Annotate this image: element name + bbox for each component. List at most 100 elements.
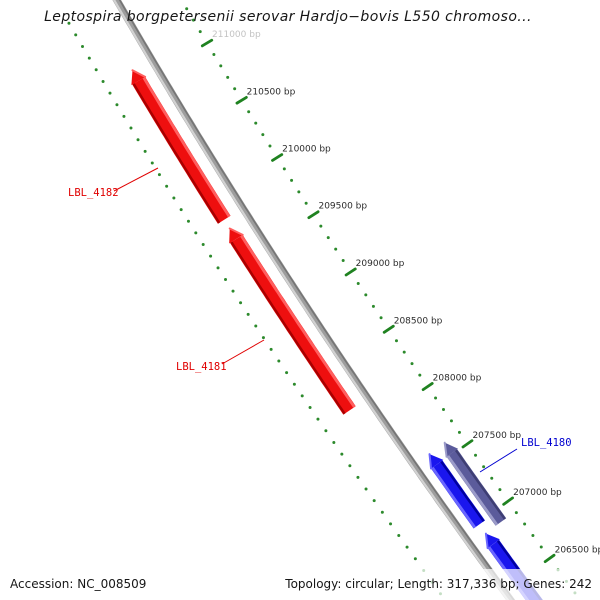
minor-tick-outer (413, 557, 417, 561)
minor-tick-outer (269, 347, 273, 351)
minor-tick-outer (277, 359, 281, 363)
gene-band-LBL_4180-arrowhead (444, 442, 459, 458)
gene-band-LBL_4181-arrowhead (229, 228, 244, 244)
minor-tick-outer (356, 475, 360, 479)
minor-tick-inner (326, 236, 330, 240)
minor-tick-inner (418, 373, 422, 377)
major-tick-inner (344, 267, 357, 277)
minor-tick-inner (490, 476, 494, 480)
gene-band-LBL_4180-shadow (454, 449, 506, 520)
major-tick-inner (421, 382, 434, 392)
minor-tick-outer (246, 312, 250, 316)
footer-accession: Accession: NC_008509 (10, 577, 147, 591)
minor-tick-outer (67, 21, 71, 25)
minor-tick-inner (523, 522, 527, 526)
gene-band-LBL_4181-shadow (230, 241, 346, 415)
gene-label-leader-LBL_4182 (113, 167, 159, 192)
major-tick-inner (307, 210, 320, 220)
gene-band-LBL_4181-highlight (240, 235, 356, 408)
minor-tick-inner (394, 339, 398, 343)
minor-tick-outer (261, 336, 265, 340)
gene-band-LBL_4180-arrowhead-highlight (443, 441, 448, 458)
gene-band-LBL_4181 (230, 234, 356, 415)
minor-tick-outer (324, 429, 328, 433)
ruler-label: 210000 bp (282, 144, 331, 154)
minor-tick-inner (371, 304, 375, 308)
minor-tick-outer (340, 452, 344, 456)
minor-tick-outer (186, 219, 190, 223)
minor-tick-inner (531, 534, 535, 538)
ruler-label: 206500 bp (555, 545, 600, 555)
minor-tick-outer (405, 545, 409, 549)
gene-band-LBL_4182-arrowhead (131, 70, 146, 86)
minor-tick-outer (300, 394, 304, 398)
ruler-label: 207500 bp (472, 431, 521, 441)
minor-tick-outer (231, 289, 235, 293)
footer-stats: Topology: circular; Length: 317,336 bp; … (285, 577, 592, 591)
minor-tick-inner (297, 190, 301, 194)
gene-band-LBL_4182 (132, 76, 231, 224)
minor-tick-outer (179, 208, 183, 212)
minor-tick-outer (285, 371, 289, 375)
minor-tick-inner (334, 247, 338, 251)
minor-tick-inner (341, 259, 345, 263)
ruler-label: 208000 bp (433, 374, 482, 384)
major-tick-inner (461, 439, 474, 449)
minor-tick-inner (198, 30, 202, 34)
gene-band-feature-4-arrowhead-highlight (484, 532, 489, 550)
minor-tick-inner (185, 7, 189, 11)
minor-tick-outer (239, 301, 243, 305)
minor-tick-inner (191, 18, 195, 22)
gene-band-LBL_4182-arrowhead-highlight (131, 69, 147, 78)
minor-tick-outer (150, 161, 154, 165)
gene-label-LBL_4182: LBL_4182 (68, 187, 119, 199)
major-tick-inner (382, 324, 395, 334)
minor-tick-inner (319, 224, 323, 228)
minor-tick-outer (332, 440, 336, 444)
minor-tick-outer (372, 499, 376, 503)
minor-tick-outer (292, 382, 296, 386)
ruler-label: 210500 bp (247, 87, 296, 97)
minor-tick-inner (498, 488, 502, 492)
minor-tick-outer (172, 196, 176, 200)
minor-tick-outer (122, 114, 126, 118)
minor-tick-inner (219, 64, 223, 68)
minor-tick-inner (304, 201, 308, 205)
gene-band-feature-3-highlight (431, 466, 477, 529)
minor-tick-outer (115, 103, 119, 107)
ruler-label: 209500 bp (318, 202, 367, 212)
minor-tick-outer (209, 254, 213, 258)
gene-band-LBL_4181-arrowhead-highlight (228, 227, 244, 236)
minor-tick-outer (194, 231, 198, 235)
gene-band-feature-4-arrowhead (485, 533, 500, 549)
minor-tick-outer (364, 487, 368, 491)
minor-tick-outer (224, 277, 228, 281)
minor-tick-outer (308, 406, 312, 410)
footer-overlay (0, 569, 600, 600)
minor-tick-outer (254, 324, 258, 328)
minor-tick-inner (457, 430, 461, 434)
minor-tick-inner (212, 52, 216, 56)
minor-tick-inner (254, 121, 258, 125)
gene-band-LBL_4180 (446, 449, 507, 526)
minor-tick-outer (216, 266, 220, 270)
gene-band-LBL_4180-highlight (446, 455, 499, 526)
minor-tick-outer (389, 522, 393, 526)
minor-tick-inner (410, 362, 414, 366)
minor-tick-inner (514, 511, 518, 515)
ruler-label: 207000 bp (513, 488, 562, 498)
minor-tick-inner (282, 167, 286, 171)
major-tick-inner (543, 553, 556, 564)
minor-tick-inner (268, 144, 272, 148)
minor-tick-inner (434, 396, 438, 400)
minor-tick-inner (474, 453, 478, 457)
minor-tick-inner (226, 75, 230, 79)
backbone-highlight (112, 0, 510, 600)
gene-band-feature-3-arrowhead (429, 454, 444, 470)
gene-band-feature-3 (431, 460, 485, 529)
minor-tick-inner (441, 407, 445, 411)
major-tick-inner (502, 496, 514, 506)
gene-label-leader-LBL_4181 (221, 339, 265, 365)
